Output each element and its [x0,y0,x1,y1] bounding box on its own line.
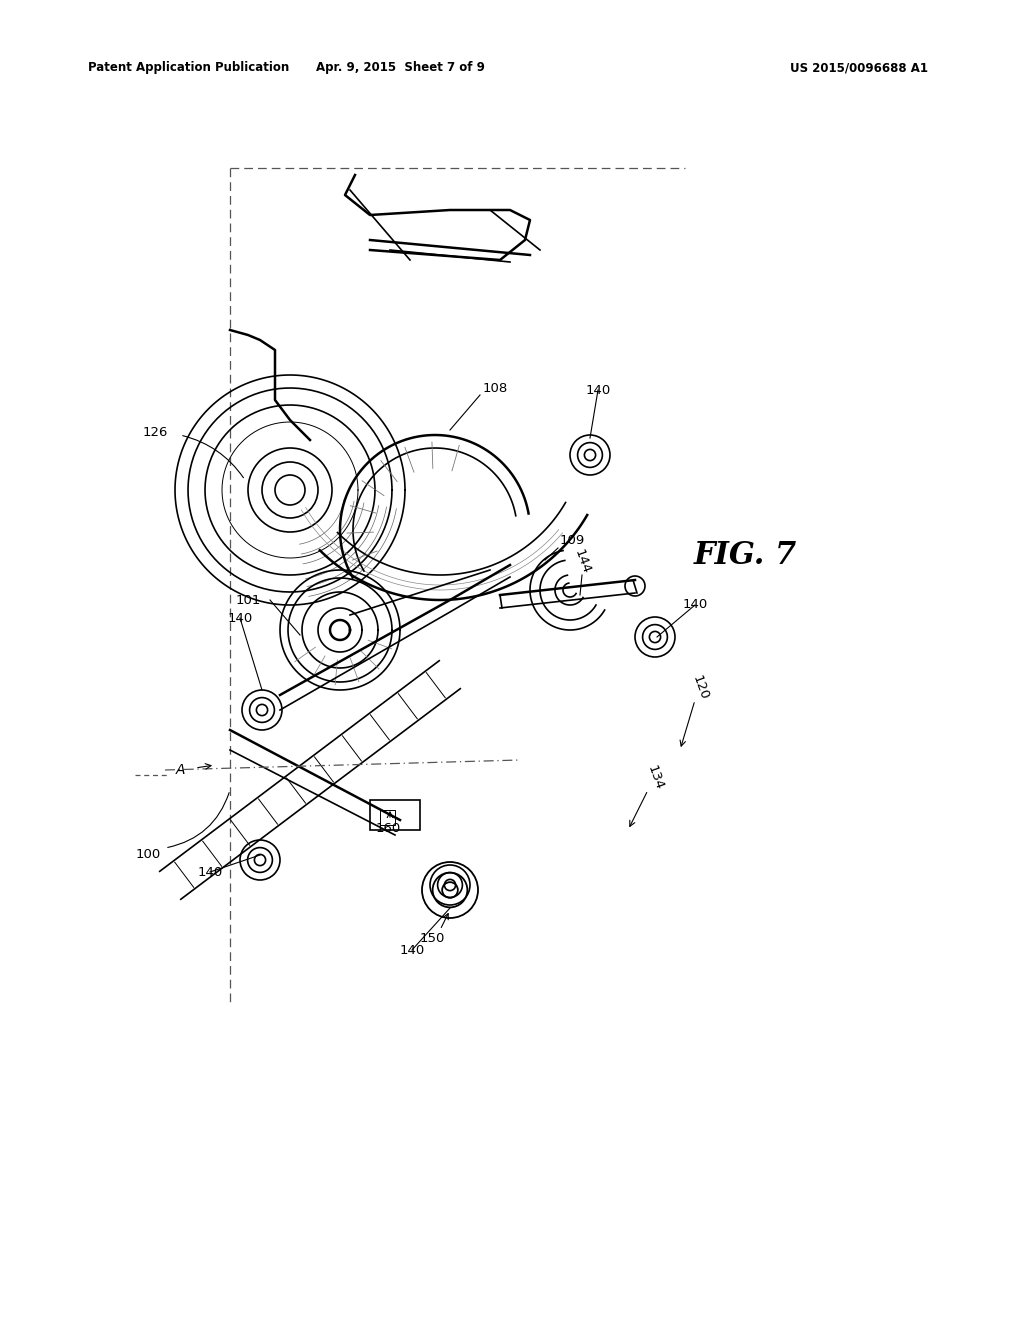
Text: 140: 140 [198,866,222,879]
Text: A: A [175,763,184,777]
Text: Patent Application Publication: Patent Application Publication [88,62,289,74]
Bar [380,810,395,825]
Bar [370,800,420,830]
Text: 108: 108 [482,381,508,395]
Text: 126: 126 [142,425,168,438]
Text: 140: 140 [399,944,425,957]
Text: US 2015/0096688 A1: US 2015/0096688 A1 [790,62,928,74]
Text: 140: 140 [682,598,708,611]
Text: 140: 140 [227,611,253,624]
Text: 134: 134 [644,764,666,792]
Text: 144: 144 [571,548,593,576]
Text: FIG. 7: FIG. 7 [693,540,797,570]
Text: 150: 150 [419,932,444,945]
Text: 160: 160 [376,821,400,834]
Text: 101: 101 [236,594,261,606]
Text: 140: 140 [586,384,610,396]
Text: 109: 109 [559,533,585,546]
Text: 100: 100 [135,849,161,862]
Text: Apr. 9, 2015  Sheet 7 of 9: Apr. 9, 2015 Sheet 7 of 9 [315,62,484,74]
Text: 120: 120 [689,673,711,702]
